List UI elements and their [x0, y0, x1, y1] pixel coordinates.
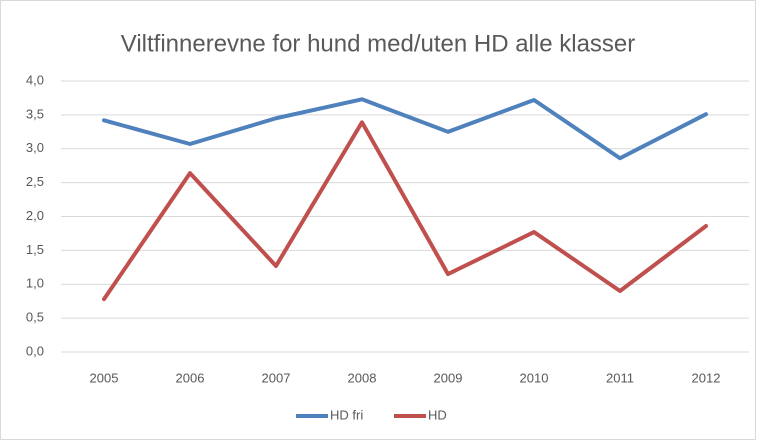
x-tick-label: 2010 — [520, 370, 549, 385]
x-tick-label: 2006 — [176, 370, 205, 385]
y-tick-label: 2,0 — [26, 208, 44, 223]
x-tick-label: 2007 — [262, 370, 291, 385]
x-tick-label: 2012 — [692, 370, 721, 385]
y-tick-label: 1,5 — [26, 242, 44, 257]
y-tick-label: 0,0 — [26, 343, 44, 358]
y-tick-label: 3,0 — [26, 140, 44, 155]
y-tick-label: 2,5 — [26, 174, 44, 189]
y-tick-label: 0,5 — [26, 310, 44, 325]
x-tick-label: 2008 — [348, 370, 377, 385]
chart-title: Viltfinnerevne for hund med/uten HD alle… — [121, 30, 636, 57]
x-tick-label: 2009 — [434, 370, 463, 385]
legend-label: HD — [428, 407, 447, 422]
y-tick-label: 4,0 — [26, 72, 44, 87]
legend-label: HD fri — [330, 407, 363, 422]
y-tick-label: 3,5 — [26, 106, 44, 121]
y-tick-label: 1,0 — [26, 276, 44, 291]
series-line — [102, 120, 708, 302]
x-tick-label: 2011 — [606, 370, 634, 385]
x-tick-label: 2005 — [90, 370, 119, 385]
series-line — [102, 97, 708, 161]
